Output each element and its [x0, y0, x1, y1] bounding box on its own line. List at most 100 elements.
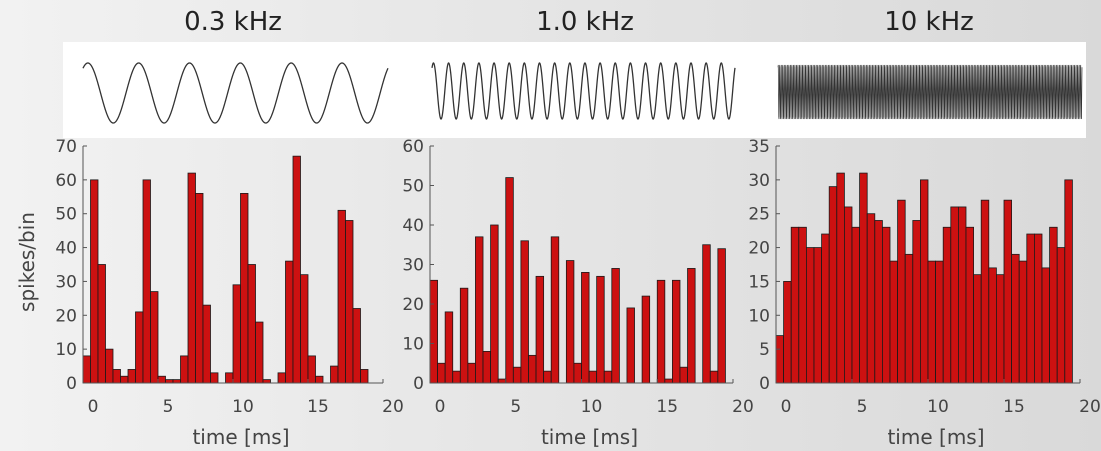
y-tick-label: 30 [55, 272, 77, 292]
histogram-bar [1041, 267, 1050, 384]
histogram-bar [142, 179, 151, 384]
histogram-bar [82, 355, 91, 384]
histogram-bar [127, 369, 136, 384]
histogram-bar [996, 274, 1005, 384]
y-axis-label: spikes/bin [15, 212, 39, 312]
histogram-bar [1049, 226, 1058, 384]
histogram-bar [596, 275, 605, 384]
y-tick-label: 20 [402, 295, 424, 315]
histogram-bar [240, 192, 249, 384]
histogram-bar [482, 350, 491, 384]
histogram-bar [180, 355, 189, 384]
histogram-bar [851, 226, 860, 384]
histogram-bar [97, 264, 106, 384]
x-tick-label: 0 [88, 397, 99, 417]
histogram-bar [798, 226, 807, 384]
histogram-bar [611, 268, 620, 384]
histogram-bar [973, 274, 982, 384]
y-tick-label: 50 [55, 205, 77, 225]
histogram-bar [1018, 260, 1028, 384]
histogram-bar [813, 247, 822, 384]
x-tick-label: 20 [382, 397, 404, 417]
x-tick-label: 0 [435, 397, 446, 417]
histogram-bar [775, 335, 784, 384]
chart-title: 10 kHz [884, 7, 974, 37]
y-tick-label: 30 [402, 256, 424, 276]
histogram-bar [285, 260, 294, 384]
histogram-bar [172, 379, 181, 384]
histogram-bar [315, 375, 324, 384]
histogram-bar [889, 260, 898, 384]
histogram-bar [965, 226, 974, 384]
x-axis-label: time [ms] [887, 425, 984, 449]
histogram-bar [437, 362, 446, 384]
waveform-trace [431, 62, 736, 120]
histogram-bar [1003, 199, 1012, 384]
histogram-bar [262, 379, 271, 384]
x-tick-label: 15 [1003, 397, 1025, 417]
histogram-bar [535, 275, 545, 384]
histogram-bar [717, 248, 726, 384]
x-tick-label: 20 [1079, 397, 1101, 417]
y-tick-label: 15 [748, 272, 770, 292]
histogram-bar [105, 348, 114, 384]
x-tick-label: 10 [232, 397, 254, 417]
histogram-bar [988, 267, 997, 384]
histogram-bar [135, 311, 144, 384]
y-tick-label: 30 [748, 171, 770, 191]
histogram-bar [904, 253, 914, 384]
histogram-bar [603, 370, 613, 384]
x-tick-label: 0 [781, 397, 792, 417]
y-tick-label: 0 [66, 374, 77, 394]
y-tick-label: 20 [748, 239, 770, 259]
y-tick-label: 60 [55, 171, 77, 191]
histogram-bar [980, 199, 990, 384]
x-tick-label: 5 [163, 397, 174, 417]
histogram-bar [195, 192, 204, 384]
y-tick-label: 20 [55, 306, 77, 326]
histogram-bar [300, 274, 309, 384]
histogram-bar [626, 307, 635, 384]
histogram-bar [920, 179, 929, 384]
histogram-bar [512, 366, 522, 384]
histogram-bar [528, 354, 537, 384]
x-tick-label: 15 [307, 397, 329, 417]
histogram-bar [352, 308, 361, 384]
histogram-bar [543, 370, 552, 384]
histogram-bar [467, 362, 476, 384]
histogram-bar [277, 372, 286, 384]
histogram-bar [897, 199, 906, 384]
x-tick-label: 15 [656, 397, 678, 417]
histogram-bar [702, 244, 711, 384]
histogram-bar [337, 209, 346, 384]
histogram-bar [783, 281, 792, 384]
histogram-bar [247, 264, 256, 384]
y-tick-label: 60 [402, 137, 424, 157]
y-tick-label: 0 [413, 374, 424, 394]
x-tick-label: 5 [510, 397, 521, 417]
histogram-bar [429, 279, 438, 384]
x-tick-label: 20 [732, 397, 754, 417]
waveform-trace [82, 62, 389, 124]
histogram-bar [679, 366, 688, 384]
histogram-bar [859, 172, 868, 384]
histogram-bar [581, 271, 590, 384]
x-axis-label: time [ms] [541, 425, 638, 449]
histogram-bar [836, 172, 845, 384]
y-tick-label: 50 [402, 177, 424, 197]
histogram-bar [505, 177, 514, 384]
histogram-bar [202, 304, 211, 384]
histogram-bar [641, 295, 651, 384]
histogram-bar [912, 220, 921, 384]
histogram-bar [565, 260, 575, 384]
histogram-bar [828, 186, 838, 384]
histogram-bar [821, 233, 830, 384]
histogram-bar [656, 279, 666, 384]
chart-panel-2: 1.0 kHz 0 10 20 30 40 50 60 0 5 10 15 20 time [ms] [402, 7, 753, 449]
y-tick-label: 10 [402, 335, 424, 355]
histogram-bar [292, 155, 301, 384]
y-tick-label: 40 [55, 239, 77, 259]
histogram-bar [950, 206, 959, 384]
chart-title: 0.3 kHz [184, 7, 282, 37]
